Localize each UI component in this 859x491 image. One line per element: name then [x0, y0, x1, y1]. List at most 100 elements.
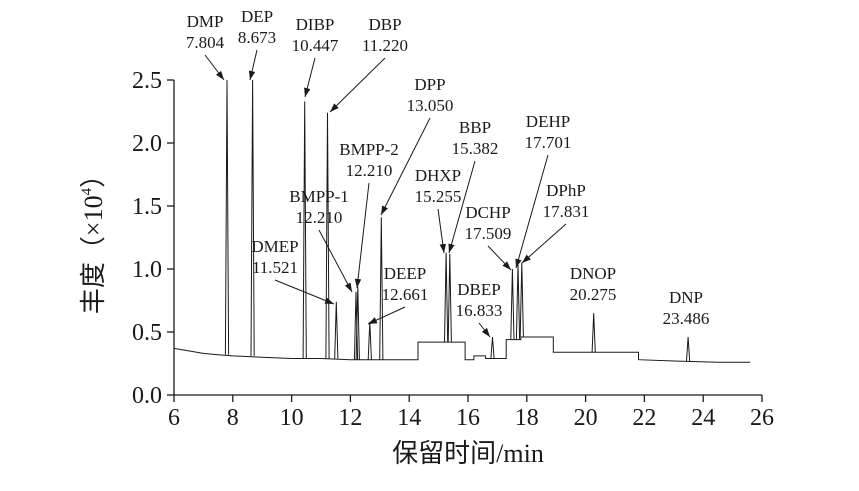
peak-label-dpp: DPP	[414, 75, 445, 94]
peak-dep	[250, 79, 255, 356]
peak-dphp	[519, 262, 524, 338]
peak-label-dmp: DMP	[187, 12, 224, 31]
arrow-head-dmp	[216, 70, 224, 80]
arrow-line-dmep	[274, 279, 335, 305]
arrow-line-dphp	[521, 223, 567, 264]
y-axis-title-exponent: 4	[79, 187, 95, 195]
arrow-head-dphp	[522, 254, 531, 263]
peak-dnp	[686, 336, 691, 362]
peak-rt-dehp: 17.701	[525, 133, 572, 152]
peak-dbep	[490, 336, 495, 359]
y-tick-label: 0.5	[132, 320, 162, 346]
y-axis-title: 丰度（×104）	[79, 162, 108, 314]
peak-dchp	[510, 268, 515, 340]
peak-rt-bmpp-1: 12.210	[296, 208, 343, 227]
peak-rt-bbp: 15.382	[452, 139, 499, 158]
x-tick-label: 6	[168, 405, 180, 431]
peak-bbp	[447, 253, 452, 343]
peak-dmp	[224, 79, 230, 355]
x-tick-label: 20	[574, 405, 598, 431]
y-tick-label: 1.0	[132, 257, 162, 283]
arrow-head-dibp	[304, 87, 311, 97]
y-tick-label: 1.5	[132, 194, 162, 220]
peak-rt-dhxp: 15.255	[415, 187, 462, 206]
peak-dhxp	[444, 252, 449, 343]
peak-rt-dibp: 10.447	[292, 36, 339, 55]
peak-rt-dbp: 11.220	[362, 36, 408, 55]
arrow-line-dbp	[329, 57, 386, 113]
arrow-line-bbp	[448, 160, 476, 254]
baseline-trace	[173, 336, 751, 363]
x-tick-label: 16	[456, 405, 480, 431]
y-axis-title-close: ）	[79, 162, 108, 188]
peak-dbp	[325, 112, 330, 359]
peak-rt-dpp: 13.050	[407, 96, 454, 115]
peak-rt-dnop: 20.275	[570, 285, 617, 304]
peak-label-dmep: DMEP	[251, 237, 298, 256]
peak-label-dnop: DNOP	[570, 264, 616, 283]
peak-dpp	[379, 217, 384, 360]
peak-rt-dphp: 17.831	[543, 202, 590, 221]
peak-annotations: DMP 7.804 DEP 8.673 DIBP 10.447 DBP 11.220 DMEP 1…	[186, 7, 709, 338]
peak-label-dhxp: DHXP	[415, 166, 461, 185]
x-axis-title: 保留时间/min	[392, 439, 544, 468]
peak-label-dchp: DCHP	[465, 203, 510, 222]
arrow-head-deep	[368, 317, 378, 324]
arrow-head-dbep	[481, 327, 490, 337]
arrow-head-dbp	[330, 103, 339, 112]
y-tick-label: 2.0	[132, 131, 162, 157]
arrow-head-dchp	[502, 261, 511, 270]
x-tick-label: 14	[397, 405, 421, 431]
peak-dmep	[334, 301, 339, 359]
arrow-head-bbp	[448, 243, 455, 253]
chromatogram-trace	[173, 79, 751, 363]
peak-label-bmpp-1: BMPP-1	[289, 187, 349, 206]
peak-label-dphp: DPhP	[546, 181, 586, 200]
peak-rt-dchp: 17.509	[465, 224, 512, 243]
peak-rt-dbep: 16.833	[456, 301, 503, 320]
y-axis-title-main: 丰度（×10	[79, 195, 108, 314]
peak-label-dibp: DIBP	[296, 15, 335, 34]
arrow-head-dehp	[515, 258, 522, 268]
arrow-line-bmpp-1	[318, 229, 353, 293]
y-axis-ticks: 0.0 0.5 1.0 1.5 2.0 2.5	[132, 68, 174, 409]
y-tick-label: 2.5	[132, 68, 162, 94]
x-axis-ticks: 6 8 10 12 14 16 18 20 22 24 26	[168, 395, 774, 431]
x-tick-label: 10	[280, 405, 304, 431]
peak-rt-dmp: 7.804	[186, 33, 225, 52]
peak-dibp	[302, 101, 307, 359]
arrow-head-dep	[248, 70, 256, 80]
peak-dnop	[591, 313, 596, 353]
x-tick-label: 22	[632, 405, 656, 431]
peak-rt-deep: 12.661	[382, 285, 429, 304]
arrow-head-dpp	[381, 205, 388, 215]
peak-rt-bmpp-2: 12.210	[346, 161, 393, 180]
peak-label-bbp: BBP	[459, 118, 491, 137]
x-tick-label: 26	[750, 405, 774, 431]
x-tick-label: 8	[227, 405, 239, 431]
peak-label-dbp: DBP	[368, 15, 401, 34]
x-tick-label: 24	[691, 405, 715, 431]
arrow-head-dhxp	[439, 243, 446, 253]
peak-dehp	[515, 263, 521, 340]
peak-label-deep: DEEP	[384, 264, 427, 283]
peak-label-bmpp-2: BMPP-2	[339, 140, 399, 159]
arrow-head-bmpp-1	[344, 282, 352, 292]
peak-deep	[367, 321, 372, 360]
arrow-line-dehp	[515, 154, 549, 269]
peak-bmpp-2	[355, 286, 360, 360]
arrow-head-dmep	[324, 297, 334, 304]
arrow-line-bmpp-2	[356, 182, 370, 289]
x-tick-label: 18	[515, 405, 539, 431]
peak-rt-dmep: 11.521	[252, 258, 298, 277]
peak-label-dnp: DNP	[669, 288, 703, 307]
peak-label-dep: DEP	[241, 7, 273, 26]
x-tick-label: 12	[338, 405, 362, 431]
arrow-head-bmpp-2	[354, 278, 362, 288]
peak-label-dbep: DBEP	[457, 280, 500, 299]
arrow-line-dpp	[380, 117, 431, 216]
peak-rt-dep: 8.673	[238, 28, 276, 47]
y-tick-label: 0.0	[132, 383, 162, 409]
peak-label-dehp: DEHP	[526, 112, 570, 131]
